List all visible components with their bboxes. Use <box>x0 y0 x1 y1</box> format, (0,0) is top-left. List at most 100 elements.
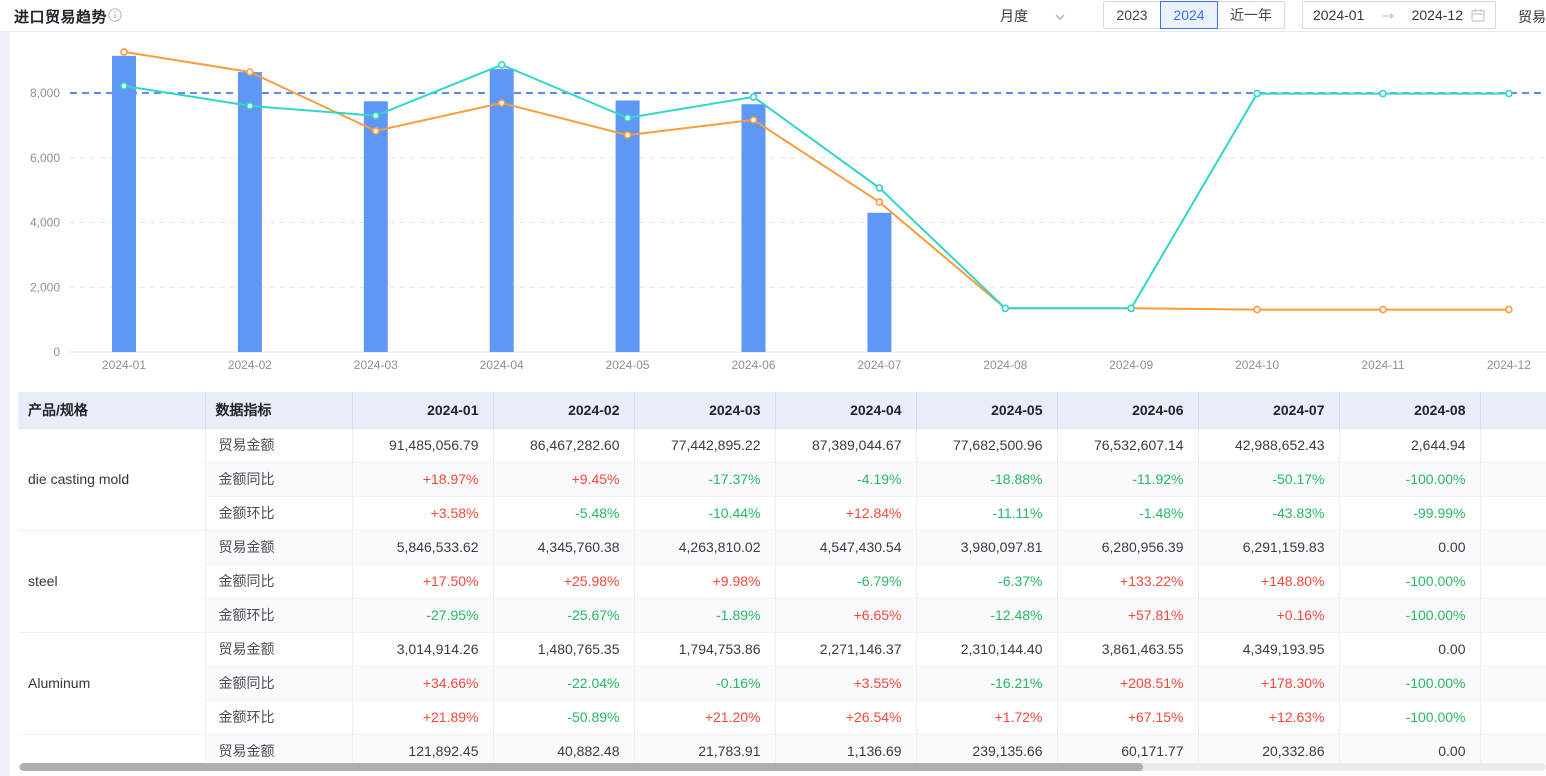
period-select[interactable]: 月度 <box>1000 3 1066 29</box>
table-cell: -4.19% <box>775 462 917 497</box>
table-cell: 77,682,500.96 <box>916 428 1058 463</box>
table-cell: -100.00% <box>1339 462 1481 497</box>
line-teal-point <box>1379 89 1387 98</box>
line-orange-point <box>371 127 380 135</box>
table-cell: -6.37% <box>916 564 1058 599</box>
column-header-2024-04: 2024-04 <box>775 392 917 429</box>
filler-cell <box>1480 666 1546 701</box>
table-row: 金额同比 +18.97% +9.45% -17.37% -4.19% -18.88% -11… <box>18 462 1546 497</box>
table-cell: -18.88% <box>916 462 1058 497</box>
table-cell: 4,349,193.95 <box>1198 632 1340 667</box>
table-cell: -6.79% <box>775 564 917 599</box>
indicator-label: 金额环比 <box>205 700 353 735</box>
filler-cell <box>1480 632 1546 667</box>
trend-chart-area: 0 2,000 4,000 6,000 8,000 2024-01 2024-02 2024-… <box>10 33 1546 386</box>
column-header-filler <box>1480 392 1546 429</box>
table-cell: -50.17% <box>1198 462 1340 497</box>
filler-cell <box>1480 598 1546 633</box>
info-icon[interactable] <box>108 8 122 22</box>
table-cell: -100.00% <box>1339 666 1481 701</box>
svg-text:2024-01: 2024-01 <box>102 358 146 372</box>
table-cell: 86,467,282.60 <box>493 428 635 463</box>
table-row: Aluminum 贸易金额 3,014,914.26 1,480,765.35 1,79… <box>18 632 1546 735</box>
calendar-icon <box>1471 8 1485 22</box>
line-orange-point <box>749 116 758 124</box>
table-cell: 1,794,753.86 <box>634 632 776 667</box>
trade-type-label[interactable]: 贸易 <box>1518 9 1546 25</box>
table-cell: 121,892.45 <box>352 734 494 762</box>
line-orange-point <box>120 48 128 56</box>
table-cell: 3,861,463.55 <box>1057 632 1199 667</box>
date-range-picker[interactable]: 2024-01 2024-12 <box>1302 1 1496 29</box>
bar-2024-03 <box>363 101 388 352</box>
line-orange-point <box>623 131 632 139</box>
filler-cell <box>1480 734 1546 762</box>
table-cell: 20,332.86 <box>1198 734 1340 762</box>
table-cell: +9.98% <box>634 564 776 599</box>
line-orange <box>123 50 1509 311</box>
table-cell: +6.65% <box>775 598 917 633</box>
date-end: 2024-12 <box>1411 7 1463 23</box>
column-header-2024-02: 2024-02 <box>493 392 635 429</box>
table-cell: 5,846,533.62 <box>352 530 494 565</box>
table-cell: +12.84% <box>775 496 917 531</box>
table-cell: 40,882.48 <box>493 734 635 762</box>
table-cell: 4,345,760.38 <box>493 530 635 565</box>
indicator-label: 贸易金额 <box>205 428 353 463</box>
table-cell: +0.16% <box>1198 598 1340 633</box>
table-cell: -11.92% <box>1057 462 1199 497</box>
table-cell: 6,291,159.83 <box>1198 530 1340 565</box>
svg-text:2024-06: 2024-06 <box>731 358 775 372</box>
product-name: Aluminum <box>18 632 206 735</box>
column-header-2024-06: 2024-06 <box>1057 392 1199 429</box>
bar-2024-04 <box>489 69 514 352</box>
line-orange-point <box>1379 305 1387 314</box>
table-cell: 21,783.91 <box>634 734 776 762</box>
table-cell: -17.37% <box>634 462 776 497</box>
table-cell: -100.00% <box>1339 700 1481 735</box>
line-orange-point <box>1253 305 1261 314</box>
table-cell: -50.89% <box>493 700 635 735</box>
table-row: 贸易金额 121,892.45 40,882.48 21,783.91 1,136.69… <box>18 734 1546 762</box>
trade-data-table: 产品/规格 数据指标 2024-01 2024-02 2024-03 2024-04 202… <box>18 392 1546 762</box>
indicator-label: 金额同比 <box>205 666 353 701</box>
trend-chart: 0 2,000 4,000 6,000 8,000 2024-01 2024-02 2024-… <box>30 48 1546 372</box>
table-header-row: 产品/规格 数据指标 2024-01 2024-02 2024-03 2024-04 202… <box>18 392 1546 429</box>
indicator-label: 贸易金额 <box>205 632 353 667</box>
line-teal-point <box>246 102 254 110</box>
table-cell: 42,988,652.43 <box>1198 428 1340 463</box>
horizontal-scrollbar-track[interactable] <box>18 763 1546 771</box>
svg-text:4,000: 4,000 <box>30 216 60 230</box>
table-cell: -43.83% <box>1198 496 1340 531</box>
table-row: 金额环比 +21.89% -50.89% +21.20% +26.54% +1.72% +6… <box>18 700 1546 735</box>
filler-cell <box>1480 530 1546 565</box>
table-cell: +148.80% <box>1198 564 1340 599</box>
table-cell: 2,271,146.37 <box>775 632 917 667</box>
column-header-2024-05: 2024-05 <box>916 392 1058 429</box>
horizontal-scrollbar-thumb[interactable] <box>20 763 1143 771</box>
table-cell: 4,263,810.02 <box>634 530 776 565</box>
column-header-2024-01: 2024-01 <box>352 392 494 429</box>
table-cell: -1.89% <box>634 598 776 633</box>
product-name: steel <box>18 530 206 633</box>
column-header-2024-08: 2024-08 <box>1339 392 1481 429</box>
header-divider <box>0 31 1546 32</box>
year-button-近一年[interactable]: 近一年 <box>1217 1 1285 29</box>
indicator-label: 贸易金额 <box>205 530 353 565</box>
indicator-label: 金额同比 <box>205 564 353 599</box>
line-teal-point <box>749 93 758 101</box>
year-button-2023[interactable]: 2023 <box>1103 1 1161 29</box>
year-button-2024[interactable]: 2024 <box>1160 1 1218 29</box>
table-cell: +178.30% <box>1198 666 1340 701</box>
svg-text:2024-12: 2024-12 <box>1487 358 1531 372</box>
date-start: 2024-01 <box>1313 7 1365 23</box>
indicator-label: 金额环比 <box>205 598 353 633</box>
table-cell: 76,532,607.14 <box>1057 428 1199 463</box>
table-cell: -99.99% <box>1339 496 1481 531</box>
column-header-2024-03: 2024-03 <box>634 392 776 429</box>
line-orange-point <box>246 68 254 76</box>
table-cell: +25.98% <box>493 564 635 599</box>
table-cell: -5.48% <box>493 496 635 531</box>
svg-text:2024-02: 2024-02 <box>228 358 272 372</box>
table-cell: 3,980,097.81 <box>916 530 1058 565</box>
